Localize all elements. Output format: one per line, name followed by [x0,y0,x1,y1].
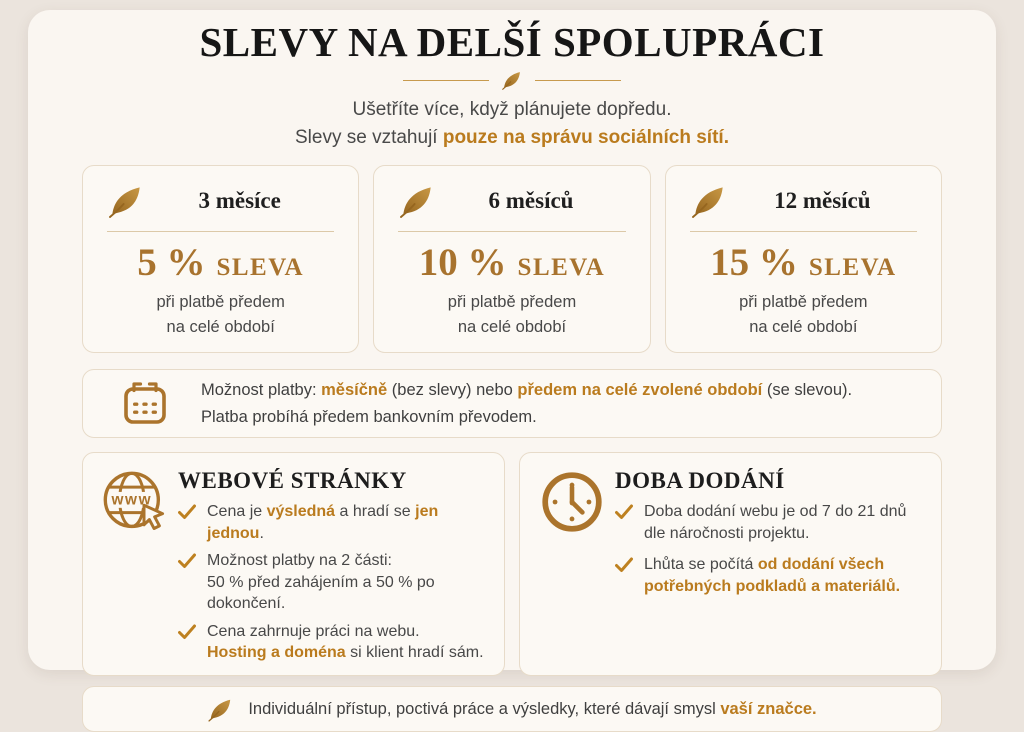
highlight-text: výsledná [266,503,336,521]
subtitle-highlight: pouze na správu sociálních sítí. [442,126,729,148]
leaf-icon [501,69,523,91]
text-segment: a hradí se [335,503,416,521]
list-item-text: Možnost platby na 2 části: 50 % před zahá… [207,550,486,614]
card-header: 12 měsíců [690,180,917,222]
svg-text:www: www [111,492,153,509]
discount-card-6-months: 6 měsíců 10 % SLEVA při platbě předem na… [373,165,651,353]
check-icon [615,557,633,573]
page-title: SLEVY NA DELŠÍ SPOLUPRÁCI [199,19,825,65]
note-line: při platbě předem [447,293,577,312]
discount-note: při platbě předem na celé období [398,290,625,340]
card-divider [398,231,626,233]
calendar-icon [124,381,166,424]
list-item: Možnost platby na 2 části: 50 % před zahá… [178,550,486,614]
text-segment: (se slevou). [762,380,853,399]
discount-value: 15 % [710,241,798,285]
text-segment: Cena je [207,503,267,521]
check-icon [178,624,196,640]
highlight-text: měsíčně [321,380,388,399]
discount-value-row: 5 % SLEVA [107,243,334,282]
text-segment: Cena zahrnuje práci na webu. [207,622,420,640]
main-panel: SLEVY NA DELŠÍ SPOLUPRÁCI Ušetříte více,… [28,10,996,732]
payment-banner: Možnost platby: měsíčně (bez slevy) nebo… [82,368,942,439]
leaf-icon [107,182,145,220]
delivery-card-title: DOBA DODÁNÍ [615,468,785,494]
payment-line-1: Možnost platby: měsíčně (bez slevy) nebo… [201,377,852,404]
subtitle-line-1: Ušetříte více, když plánujete dopředu. [352,99,672,121]
list-item-text: Cena zahrnuje práci na webu. Hosting a do… [207,621,484,664]
discount-value-row: 10 % SLEVA [398,243,625,282]
text-segment: 50 % před zahájením a 50 % po dokončení. [207,573,435,613]
text-segment: Lhůta se počítá [644,556,758,574]
list-item: Cena zahrnuje práci na webu. Hosting a do… [178,621,486,664]
discount-label: SLEVA [808,254,897,282]
discount-period: 12 měsíců [774,188,871,214]
website-check-list: Cena je výsledná a hradí se jen jednou. … [178,501,486,663]
discount-card-3-months: 3 měsíce 5 % SLEVA při platbě předem na … [82,165,360,353]
check-icon [178,504,196,520]
text-segment: Možnost platby na 2 části: [207,552,392,570]
note-line: při platbě předem [739,293,868,312]
discount-value: 5 % [137,241,206,285]
list-item-text: Cena je výsledná a hradí se jen jednou. [207,501,486,544]
delivery-check-list: Doba dodání webu je od 7 do 21 dnů dle ná… [615,501,923,597]
info-cards-row: www WEBOVÉ STRÁNKY Cena je výsledná a hr… [82,452,942,677]
clock-icon [542,472,602,532]
card-divider [107,231,335,233]
note-line: na celé období [166,318,275,337]
note-line: na celé období [749,318,858,337]
leaf-icon [398,182,436,220]
text-segment: dle náročnosti projektu. [644,524,810,542]
delivery-card: DOBA DODÁNÍ Doba dodání webu je od 7 do … [519,452,942,677]
highlight-text: předem na celé zvolené období [517,380,763,399]
discount-period: 6 měsíců [488,188,574,214]
check-icon [615,504,633,520]
globe-www-icon: www [103,471,165,531]
list-item: Lhůta se počítá od dodání všech potřebný… [615,554,923,597]
title-divider [82,70,942,90]
text-segment: Možnost platby: [201,380,322,399]
list-item-text: Lhůta se počítá od dodání všech potřebný… [644,554,923,597]
footer-banner: Individuální přístup, poctivá práce a vý… [82,686,942,732]
discount-note: při platbě předem na celé období [107,290,334,340]
discount-label: SLEVA [216,254,305,282]
text-segment: Individuální přístup, poctivá práce a vý… [248,699,721,718]
card-header: 6 měsíců [398,180,625,222]
text-segment: . [259,524,264,542]
subtitle-text: Slevy se vztahují [295,126,443,148]
list-item-text: Doba dodání webu je od 7 do 21 dnů dle ná… [644,501,906,544]
leaf-icon [690,182,728,220]
text-segment: (bez slevy) nebo [387,380,518,399]
card-divider [689,231,917,233]
note-line: na celé období [457,318,567,337]
text-segment: si klient hradí sám. [345,643,484,661]
note-line: při platbě předem [156,293,285,312]
website-card: www WEBOVÉ STRÁNKY Cena je výsledná a hr… [82,452,505,677]
discount-value: 10 % [418,241,507,285]
divider-line-right [535,79,621,81]
leaf-icon [207,696,234,723]
check-icon [178,553,196,569]
discount-period: 3 měsíce [198,188,281,214]
divider-line-left [403,79,489,81]
text-segment: Doba dodání webu je od 7 do 21 dnů [644,503,907,521]
discount-value-row: 15 % SLEVA [690,243,917,282]
subtitle-line-2: Slevy se vztahují pouze na správu sociál… [82,125,942,151]
highlight-text: vaší značce. [720,699,817,718]
payment-banner-text: Možnost platby: měsíčně (bez slevy) nebo… [201,377,852,430]
discount-cards-row: 3 měsíce 5 % SLEVA při platbě předem na … [82,165,942,353]
highlight-text: jen jednou [207,503,439,542]
discount-note: při platbě předem na celé období [690,290,917,340]
highlight-text: Hosting a doména [207,643,346,661]
footer-text: Individuální přístup, poctivá práce a vý… [248,700,816,719]
payment-line-2: Platba probíhá předem bankovním převodem… [201,407,537,426]
highlight-text: od dodání všech potřebných podkladů a ma… [644,556,901,595]
list-item: Doba dodání webu je od 7 do 21 dnů dle ná… [615,501,923,544]
discount-label: SLEVA [517,254,606,282]
card-header: 3 měsíce [107,180,334,222]
list-item: Cena je výsledná a hradí se jen jednou. [178,501,486,544]
website-card-title: WEBOVÉ STRÁNKY [178,468,407,494]
discount-card-12-months: 12 měsíců 15 % SLEVA při platbě předem n… [664,165,942,353]
